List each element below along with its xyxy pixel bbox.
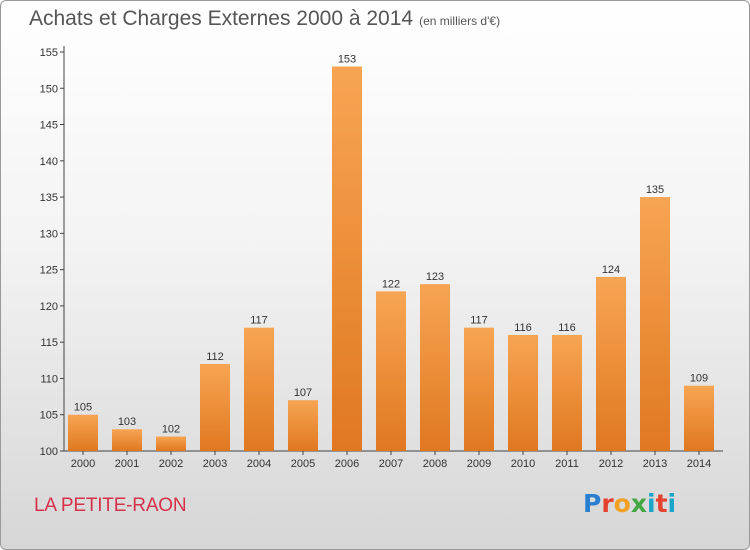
value-label-2004: 117 — [250, 315, 268, 327]
commune-name: LA PETITE-RAON — [34, 495, 187, 516]
x-tick-label-2012: 2012 — [599, 458, 623, 470]
value-label-2001: 103 — [118, 416, 136, 428]
y-tick-label: 105 — [40, 410, 58, 422]
value-label-2011: 116 — [558, 322, 576, 334]
bar-2005 — [288, 400, 318, 451]
y-tick-label: 100 — [40, 446, 58, 458]
x-tick-label-2000: 2000 — [71, 458, 95, 470]
value-label-2012: 124 — [602, 264, 620, 276]
y-tick-label: 150 — [40, 83, 58, 95]
chart-title: Achats et Charges Externes 2000 à 2014 (e… — [29, 7, 500, 31]
proxiti-logo: Proxiti — [583, 489, 677, 518]
bar-2011 — [552, 334, 582, 451]
x-tick-label-2007: 2007 — [379, 458, 403, 470]
x-tick-label-2013: 2013 — [643, 458, 667, 470]
bar-2007 — [376, 291, 406, 451]
y-tick-label: 120 — [40, 301, 58, 313]
x-tick-label-2008: 2008 — [423, 458, 447, 470]
value-label-2005: 107 — [294, 387, 312, 399]
value-label-2002: 102 — [162, 423, 180, 435]
value-label-2013: 135 — [646, 184, 664, 196]
bar-2013 — [640, 197, 670, 451]
x-tick-label-2004: 2004 — [247, 458, 271, 470]
x-tick-label-2002: 2002 — [159, 458, 183, 470]
value-label-2003: 112 — [206, 351, 224, 363]
bar-2010 — [508, 334, 538, 451]
value-label-2008: 123 — [426, 271, 444, 283]
value-label-2006: 153 — [338, 54, 356, 66]
bar-2004 — [244, 327, 274, 451]
bar-2001 — [112, 429, 142, 451]
y-tick-label: 140 — [40, 156, 58, 168]
bar-2000 — [68, 414, 98, 451]
bar-2002 — [156, 436, 186, 451]
bar-2008 — [420, 284, 450, 451]
x-tick-label-2005: 2005 — [291, 458, 315, 470]
x-tick-label-2001: 2001 — [115, 458, 139, 470]
x-tick-label-2009: 2009 — [467, 458, 491, 470]
bar-2006 — [332, 66, 362, 451]
title-unit: (en milliers d'€) — [419, 14, 501, 28]
y-tick-label: 115 — [40, 337, 58, 349]
value-label-2009: 117 — [470, 315, 488, 327]
x-tick-label-2006: 2006 — [335, 458, 359, 470]
bar-2014 — [684, 385, 714, 451]
y-tick-label: 125 — [40, 265, 58, 277]
y-tick-label: 130 — [40, 228, 58, 240]
bar-2012 — [596, 276, 626, 451]
y-tick-label: 110 — [40, 373, 58, 385]
value-label-2014: 109 — [690, 373, 708, 385]
x-tick-label-2003: 2003 — [203, 458, 227, 470]
bar-2003 — [200, 363, 230, 451]
value-label-2010: 116 — [514, 322, 532, 334]
x-tick-label-2010: 2010 — [511, 458, 535, 470]
title-main: Achats et Charges Externes 2000 à 2014 — [29, 7, 414, 30]
y-tick-label: 135 — [40, 192, 58, 204]
value-label-2007: 122 — [382, 278, 400, 290]
x-tick-label-2014: 2014 — [687, 458, 711, 470]
x-tick-label-2011: 2011 — [555, 458, 579, 470]
y-tick-label: 145 — [40, 120, 58, 132]
y-tick-label: 155 — [40, 47, 58, 59]
value-label-2000: 105 — [74, 402, 92, 414]
bar-2009 — [464, 327, 494, 451]
